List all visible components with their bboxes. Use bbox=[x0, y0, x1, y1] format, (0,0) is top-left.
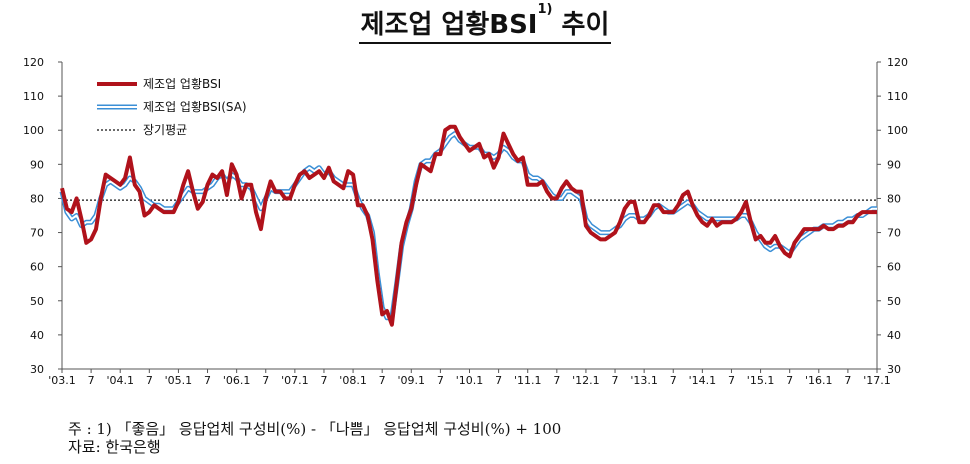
y-tick-label-left: 120 bbox=[23, 56, 44, 69]
x-tick-label: '08.1 bbox=[339, 374, 367, 387]
y-tick-label-right: 40 bbox=[887, 329, 901, 342]
x-tick-label: 7 bbox=[495, 374, 502, 387]
chart-title-main: 제조업 업황BSI bbox=[360, 10, 538, 40]
y-tick-label-right: 110 bbox=[887, 90, 908, 103]
x-tick-label: '06.1 bbox=[223, 374, 251, 387]
y-tick-label-right: 60 bbox=[887, 261, 901, 274]
x-tick-label: 7 bbox=[670, 374, 677, 387]
y-tick-label-left: 50 bbox=[30, 295, 44, 308]
y-tick-label-right: 30 bbox=[887, 363, 901, 376]
x-tick-label: 7 bbox=[553, 374, 560, 387]
y-tick-label-left: 80 bbox=[30, 192, 44, 205]
y-tick-label-left: 60 bbox=[30, 261, 44, 274]
y-tick-label-right: 80 bbox=[887, 192, 901, 205]
x-tick-label: 7 bbox=[437, 374, 444, 387]
x-tick-label: 7 bbox=[379, 374, 386, 387]
y-tick-label-left: 100 bbox=[23, 124, 44, 137]
series-bsi-line bbox=[60, 124, 877, 327]
y-tick-label-right: 120 bbox=[887, 56, 908, 69]
y-tick-label-left: 110 bbox=[23, 90, 44, 103]
x-tick-label: 7 bbox=[262, 374, 269, 387]
source-line: 자료: 한국은행 bbox=[68, 438, 161, 456]
y-tick-label-left: 30 bbox=[30, 363, 44, 376]
x-tick-label: 7 bbox=[320, 374, 327, 387]
y-tick-label-right: 70 bbox=[887, 227, 901, 240]
x-tick-label: '07.1 bbox=[281, 374, 309, 387]
x-tick-label: 7 bbox=[844, 374, 851, 387]
x-tick-label: '09.1 bbox=[398, 374, 426, 387]
x-tick-label: '15.1 bbox=[747, 374, 775, 387]
legend-label: 제조업 업황BSI bbox=[143, 77, 221, 91]
footnote-line: 주 : 1) 「좋음」 응답업체 구성비(%) - 「나쁨」 응답업체 구성비(… bbox=[68, 420, 562, 438]
x-tick-label: '12.1 bbox=[572, 374, 600, 387]
x-tick-label: '04.1 bbox=[106, 374, 134, 387]
x-tick-label: 7 bbox=[146, 374, 153, 387]
legend-label: 장기평균 bbox=[143, 123, 187, 137]
x-tick-label: '05.1 bbox=[165, 374, 193, 387]
y-tick-label-left: 40 bbox=[30, 329, 44, 342]
y-tick-label-left: 90 bbox=[30, 158, 44, 171]
y-tick-label-right: 100 bbox=[887, 124, 908, 137]
x-tick-label: '14.1 bbox=[689, 374, 717, 387]
chart-title-footnote-marker: 1) bbox=[537, 2, 553, 17]
y-tick-label-right: 50 bbox=[887, 295, 901, 308]
x-tick-label: 7 bbox=[88, 374, 95, 387]
x-tick-label: '17.1 bbox=[863, 374, 891, 387]
x-tick-label: '10.1 bbox=[456, 374, 484, 387]
legend-label: 제조업 업황BSI(SA) bbox=[143, 100, 247, 114]
y-tick-label-left: 70 bbox=[30, 227, 44, 240]
x-tick-label: '11.1 bbox=[514, 374, 542, 387]
chart-title-underlined: 제조업 업황BSI1) 추이 bbox=[358, 2, 612, 44]
x-tick-label: 7 bbox=[204, 374, 211, 387]
y-tick-label-right: 90 bbox=[887, 158, 901, 171]
chart-title-suffix: 추이 bbox=[552, 10, 610, 40]
chart-title: 제조업 업황BSI1) 추이 bbox=[0, 2, 970, 44]
series-bsi-sa-line-outer bbox=[59, 131, 877, 321]
x-tick-label: 7 bbox=[612, 374, 619, 387]
x-tick-label: 7 bbox=[728, 374, 735, 387]
x-tick-label: '13.1 bbox=[630, 374, 658, 387]
x-tick-label: '03.1 bbox=[48, 374, 76, 387]
x-tick-label: 7 bbox=[786, 374, 793, 387]
x-tick-label: '16.1 bbox=[805, 374, 833, 387]
